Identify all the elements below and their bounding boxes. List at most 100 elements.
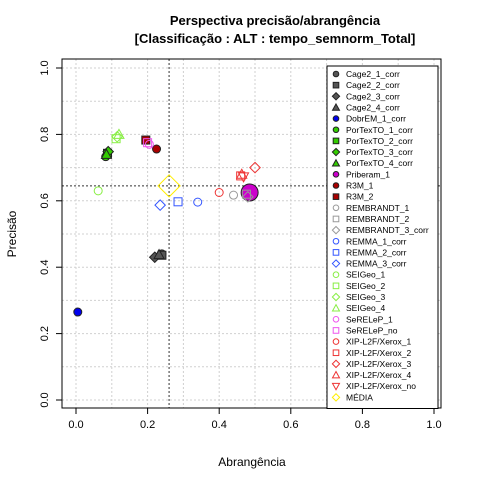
legend-label: REMBRANDT_2 <box>346 214 410 224</box>
data-point <box>100 148 113 159</box>
axes: 0.0 0.2 0.4 0.6 0.8 1.0 0.0 0.2 0.4 0.6 0.8 1.0 <box>39 60 442 431</box>
legend-label: SEIGeo_3 <box>346 292 385 302</box>
legend-label: PorTexTO_2_corr <box>346 136 413 146</box>
legend-label: R3M_1 <box>346 181 374 191</box>
legend-marker <box>331 259 341 268</box>
legend-label: XIP-L2F/Xerox_2 <box>346 348 411 358</box>
y-tick-label: 0.2 <box>39 326 51 341</box>
y-tick-label: 0.0 <box>39 392 51 407</box>
legend-label: XIP-L2F/Xerox_4 <box>346 370 411 380</box>
legend-marker <box>331 158 341 167</box>
legend-label: REMMA_1_corr <box>346 236 407 246</box>
data-point <box>152 144 162 154</box>
data-point <box>93 186 103 196</box>
legend-marker <box>332 349 340 357</box>
data-point <box>237 172 250 183</box>
legend-marker <box>332 237 340 245</box>
data-point <box>143 138 153 148</box>
legend-marker <box>332 171 340 178</box>
legend-marker <box>331 147 341 157</box>
chart-subtitle: [Classificação : ALT : tempo_semnorm_Tot… <box>135 31 416 46</box>
y-tick-label: 0.8 <box>39 127 51 142</box>
legend-label: DobrEM_1_corr <box>346 114 406 124</box>
legend-label: XIP-L2F/Xerox_3 <box>346 359 411 369</box>
legend-box <box>326 65 439 409</box>
legend-label: R3M_2 <box>346 192 374 202</box>
legend-marker <box>332 81 340 89</box>
legend-label: Priberam_1 <box>346 169 390 179</box>
data-point <box>173 197 183 207</box>
legend-label: PorTexTO_4_corr <box>346 158 413 168</box>
legend-label: SEIGeo_2 <box>346 281 385 291</box>
data-point <box>153 248 165 260</box>
legend-label: Cage2_1_corr <box>346 69 400 79</box>
y-axis-label: Precisão <box>5 210 19 257</box>
legend-label: SeRELeP_1 <box>346 314 393 324</box>
legend-label: SEIGeo_1 <box>346 270 385 280</box>
data-point <box>241 190 254 203</box>
data-point <box>235 168 248 179</box>
legend-label: SeRELeP_no <box>346 325 398 335</box>
data-point <box>229 190 239 200</box>
legend-marker <box>332 126 340 134</box>
legend-marker <box>332 215 340 223</box>
legend-marker <box>332 249 340 256</box>
data-point <box>113 128 125 139</box>
legend-marker <box>331 91 341 101</box>
legend-label: REMMA_2_corr <box>346 247 407 257</box>
legend-label: Cage2_4_corr <box>346 102 400 112</box>
legend-marker <box>332 182 340 189</box>
legend-marker <box>332 282 340 290</box>
legend-marker <box>332 271 340 279</box>
data-point <box>157 174 181 198</box>
legend-label: Cage2_2_corr <box>346 80 400 90</box>
y-tick-label: 0.6 <box>39 193 51 208</box>
data-points <box>73 128 261 317</box>
data-point <box>154 199 167 212</box>
legend-marker <box>332 115 340 122</box>
legend-label: PorTexTO_3_corr <box>346 147 413 157</box>
legend-label: REMBRANDT_1 <box>346 203 410 213</box>
legend-label: MÉDIA <box>346 392 373 402</box>
data-point <box>144 139 154 149</box>
plot-frame <box>61 58 442 409</box>
chart-title: Perspectiva precisão/abrangência <box>170 13 381 28</box>
legend-label: REMBRANDT_3_corr <box>346 225 429 235</box>
x-tick-label: 0.4 <box>212 419 227 431</box>
x-tick-label: 1.0 <box>426 419 441 431</box>
legend-marker <box>331 225 341 235</box>
data-point <box>214 188 224 197</box>
y-tick-label: 1.0 <box>39 60 51 75</box>
legend-label: Cage2_3_corr <box>346 91 400 101</box>
data-point <box>249 161 261 174</box>
data-point <box>111 130 124 143</box>
legend-marker <box>332 137 340 145</box>
legend-label: REMMA_3_corr <box>346 259 407 269</box>
x-tick-label: 0.6 <box>283 419 298 431</box>
legend-marker <box>332 316 340 323</box>
legend-label: XIP-L2F/Xerox_1 <box>346 337 411 347</box>
legend-label: XIP-L2F/Xerox_no <box>346 381 416 391</box>
legend-marker <box>331 102 341 111</box>
legend-marker <box>331 393 341 402</box>
legend-label: SEIGeo_4 <box>346 303 385 313</box>
x-tick-label: 0.8 <box>355 419 370 431</box>
data-point <box>240 183 259 202</box>
legend: Cage2_1_corrCage2_2_corrCage2_3_corrCage… <box>326 65 439 409</box>
legend-marker <box>332 327 340 334</box>
x-tick-label: 0.2 <box>140 419 155 431</box>
data-point <box>73 307 83 317</box>
x-axis-label: Abrangência <box>218 455 286 469</box>
legend-marker <box>331 370 341 379</box>
y-tick-label: 0.4 <box>39 260 51 275</box>
legend-marker <box>331 292 341 302</box>
legend-marker <box>331 359 341 369</box>
data-point <box>193 197 203 207</box>
legend-marker <box>332 338 340 345</box>
legend-marker <box>332 193 340 200</box>
legend-marker <box>331 303 341 312</box>
legend-marker <box>332 70 340 78</box>
legend-marker <box>331 382 341 391</box>
legend-marker <box>332 204 340 212</box>
